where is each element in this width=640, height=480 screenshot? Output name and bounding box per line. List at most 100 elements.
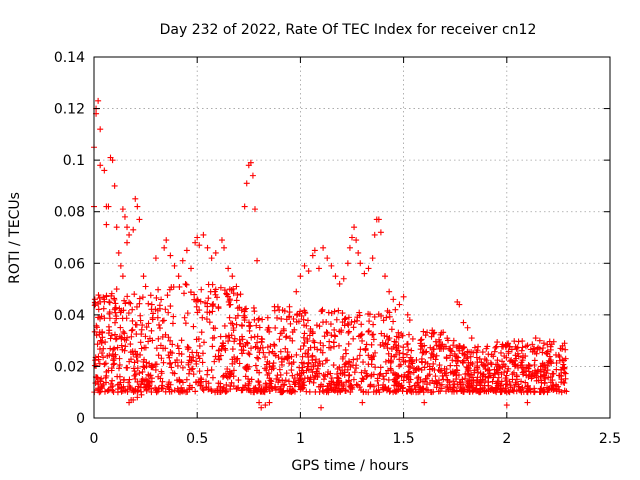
data-point: [277, 348, 284, 355]
data-point: [371, 231, 378, 238]
data-point: [91, 302, 98, 309]
data-point: [330, 339, 337, 346]
data-point: [293, 312, 300, 319]
data-point: [166, 354, 173, 361]
data-point: [315, 265, 322, 272]
data-point: [361, 367, 368, 374]
data-point: [424, 372, 431, 379]
data-point: [395, 342, 402, 349]
data-point: [326, 380, 333, 387]
data-point: [407, 364, 414, 371]
data-point: [366, 311, 373, 318]
data-point: [320, 376, 327, 383]
data-point: [226, 368, 233, 375]
data-point: [317, 360, 324, 367]
data-point: [383, 386, 390, 393]
data-point: [286, 314, 293, 321]
data-point: [129, 326, 136, 333]
data-point: [226, 301, 233, 308]
data-point: [265, 324, 272, 331]
data-point: [133, 331, 140, 338]
x-tick-label: 2.5: [599, 431, 621, 447]
data-point: [328, 310, 335, 317]
data-point: [535, 367, 542, 374]
data-point: [445, 337, 452, 344]
data-point: [465, 359, 472, 366]
data-point: [193, 336, 200, 343]
data-point: [405, 375, 412, 382]
data-point: [456, 301, 463, 308]
data-point: [481, 356, 488, 363]
data-point: [304, 363, 311, 370]
data-point: [307, 374, 314, 381]
data-point: [256, 382, 263, 389]
data-point: [215, 347, 222, 354]
data-point: [105, 323, 112, 330]
data-point: [377, 364, 384, 371]
data-point: [119, 315, 126, 322]
data-point: [160, 345, 167, 352]
data-point: [538, 385, 545, 392]
data-point: [166, 360, 173, 367]
x-tick-label: 2: [502, 431, 511, 447]
data-point: [416, 388, 423, 395]
data-point: [561, 379, 568, 386]
data-point: [497, 349, 504, 356]
data-point: [511, 384, 518, 391]
data-point: [188, 366, 195, 373]
data-point: [370, 331, 377, 338]
data-point: [358, 321, 365, 328]
data-point: [212, 249, 219, 256]
data-point: [147, 292, 154, 299]
data-point: [155, 286, 162, 293]
x-axis-label: GPS time / hours: [291, 458, 408, 474]
data-point: [371, 313, 378, 320]
data-point: [342, 387, 349, 394]
data-point: [280, 382, 287, 389]
data-point: [327, 321, 334, 328]
data-point: [533, 377, 540, 384]
data-point: [393, 346, 400, 353]
data-point: [198, 286, 205, 293]
data-point: [546, 385, 553, 392]
data-point: [392, 342, 399, 349]
data-point: [522, 379, 529, 386]
data-point: [325, 385, 332, 392]
data-point: [339, 355, 346, 362]
data-point: [149, 337, 156, 344]
data-point: [284, 353, 291, 360]
data-point: [430, 346, 437, 353]
data-point: [290, 316, 297, 323]
data-point: [264, 358, 271, 365]
data-point: [419, 349, 426, 356]
data-point: [218, 343, 225, 350]
data-point: [256, 349, 263, 356]
data-point: [155, 335, 162, 342]
data-point: [350, 324, 357, 331]
data-point: [112, 300, 119, 307]
data-point: [449, 388, 456, 395]
data-point: [128, 333, 135, 340]
data-point: [377, 370, 384, 377]
data-point: [510, 359, 517, 366]
data-point: [118, 342, 125, 349]
data-point: [223, 290, 230, 297]
data-point: [289, 372, 296, 379]
data-point: [296, 380, 303, 387]
data-point: [428, 350, 435, 357]
data-point: [362, 346, 369, 353]
data-point: [276, 336, 283, 343]
data-point: [351, 318, 358, 325]
data-point: [461, 351, 468, 358]
data-point: [134, 358, 141, 364]
data-point: [227, 320, 234, 327]
data-point: [138, 388, 145, 395]
data-point: [532, 335, 539, 342]
data-point: [203, 316, 210, 323]
data-point: [278, 389, 285, 396]
data-point: [464, 348, 471, 355]
data-point: [495, 369, 502, 376]
data-point: [306, 388, 313, 395]
data-point: [97, 162, 104, 169]
data-point: [226, 296, 233, 303]
